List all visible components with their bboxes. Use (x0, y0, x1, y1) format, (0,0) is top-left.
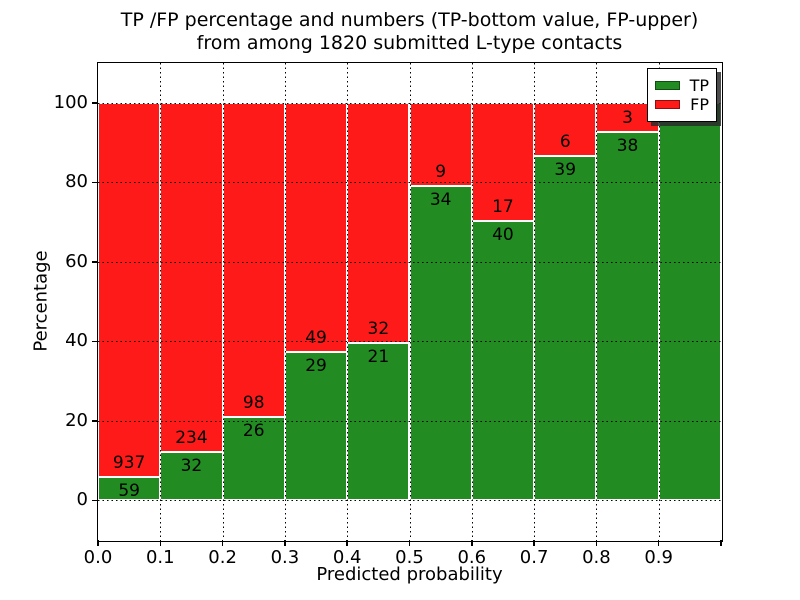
x-tick (657, 540, 660, 546)
fp-count-label: 234 (175, 428, 208, 449)
x-tick-label: 0.3 (270, 547, 300, 568)
tp-count-label: 26 (242, 420, 265, 441)
bar-segment-tp (98, 476, 161, 501)
v-gridline (160, 63, 162, 540)
x-tick-label: 0.2 (208, 547, 237, 568)
x-tick (408, 540, 411, 546)
x-tick-label: 0.6 (457, 547, 487, 568)
bar-segment-tp (658, 102, 721, 501)
bar-segment-fp (222, 102, 285, 417)
y-tick (92, 261, 98, 263)
v-gridline (471, 63, 473, 540)
y-tick-label: 80 (65, 171, 88, 193)
bar-segment-tp (596, 131, 659, 501)
tp-color-swatch (655, 81, 680, 90)
chart-title-line1: TP /FP percentage and numbers (TP-bottom… (120, 9, 699, 31)
fp-count-label: 3 (622, 107, 633, 128)
legend-label-tp: TP (689, 76, 709, 95)
y-tick-label: 100 (53, 91, 88, 113)
tp-count-label: 21 (367, 346, 390, 367)
fp-color-swatch (655, 100, 681, 109)
x-tick (346, 540, 348, 546)
bar-segment-fp (347, 102, 410, 343)
tp-count-label: 40 (492, 225, 514, 246)
v-gridline (658, 63, 660, 540)
legend-entry-fp: FP (655, 96, 709, 113)
fp-count-label: 937 (112, 452, 146, 473)
tp-count-label: 38 (616, 135, 639, 156)
y-tick-label: 20 (65, 409, 88, 431)
tp-count-label: 32 (180, 456, 203, 477)
fp-count-label: 49 (305, 328, 327, 349)
fp-count-label: 6 (559, 131, 571, 152)
x-tick (471, 540, 473, 546)
fp-count-label: 9 (435, 161, 447, 182)
y-tick-label: 40 (65, 330, 88, 352)
bar-segment-fp (98, 102, 161, 477)
bar-segment-tp (409, 185, 472, 501)
x-tick (159, 540, 162, 546)
v-gridline (284, 63, 286, 540)
fp-count-label: 32 (367, 318, 390, 339)
chart-title-line2: from among 1820 submitted L-type contact… (196, 32, 623, 54)
v-gridline (534, 63, 536, 540)
v-gridline (347, 63, 349, 540)
x-tick-label: 0.7 (519, 547, 549, 568)
y-tick-label: 0 (76, 489, 88, 511)
x-axis-label: Predicted probability (316, 564, 503, 585)
bar-segment-tp (534, 155, 597, 501)
x-tick-label: 0.4 (332, 547, 362, 568)
x-tick-label: 0.9 (644, 547, 673, 568)
legend-entry-tp: TP (655, 77, 709, 94)
plot-area: TP FP 59 937 32 234 26 98 29 49 21 32 34 9 40 17 39 6 38… (96, 61, 723, 542)
x-tick (595, 540, 598, 546)
fp-count-label: 98 (242, 392, 265, 413)
tp-count-label: 34 (429, 189, 452, 210)
x-tick-label: 0.5 (395, 547, 424, 568)
y-tick (92, 181, 98, 183)
bar-segment-fp (284, 102, 348, 353)
y-tick (92, 102, 98, 104)
v-gridline (409, 63, 411, 540)
v-gridline (222, 63, 224, 540)
x-tick (720, 540, 722, 546)
x-tick-label: 0.8 (582, 547, 611, 568)
v-gridline (596, 63, 598, 540)
bar-segment-tp (222, 416, 285, 501)
tp-count-label: 39 (554, 159, 577, 180)
legend: TP FP (647, 68, 717, 122)
x-tick-label: 0.0 (83, 547, 113, 568)
x-tick (533, 540, 535, 546)
x-tick-label: 0.1 (145, 547, 175, 568)
y-tick (92, 340, 98, 342)
y-tick (92, 420, 98, 422)
tp-count-label: 59 (118, 480, 140, 501)
x-tick (284, 540, 286, 546)
bar-segment-fp (160, 102, 223, 453)
fp-count-label: 17 (492, 197, 514, 218)
y-tick-label: 60 (65, 250, 88, 272)
y-tick (92, 499, 98, 501)
chart-title: TP /FP percentage and numbers (TP-bottom… (98, 9, 721, 55)
tp-count-label: 29 (305, 356, 327, 377)
legend-label-fp: FP (690, 95, 709, 114)
x-tick (221, 540, 224, 546)
bar-segment-tp (471, 221, 535, 501)
x-tick (97, 540, 99, 546)
